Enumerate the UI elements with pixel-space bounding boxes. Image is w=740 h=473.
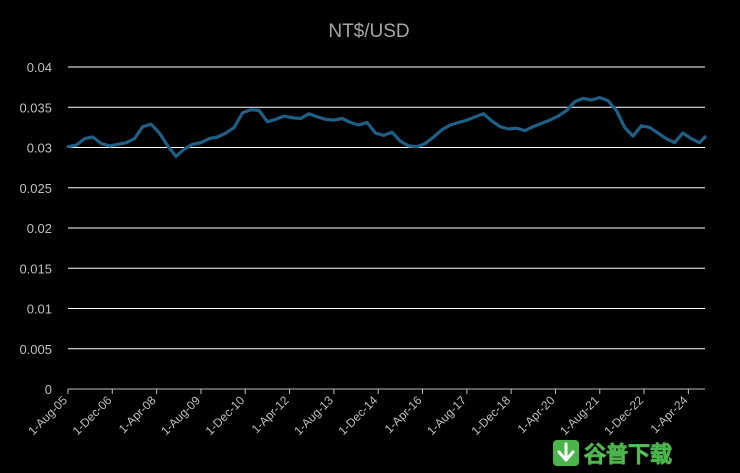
y-tick-label: 0.035 [19, 100, 52, 115]
x-tick-label: 1-Aug-21 [557, 393, 602, 438]
x-tick-label: 1-Apr-24 [648, 393, 691, 436]
y-tick-label: 0 [45, 382, 52, 397]
x-tick-label: 1-Dec-06 [70, 393, 115, 438]
x-tick-label: 1-Aug-13 [291, 393, 336, 438]
x-tick-label: 1-Apr-08 [116, 393, 159, 436]
x-tick-label: 1-Apr-16 [382, 393, 425, 436]
series-line [66, 96, 707, 158]
x-tick-label: 1-Dec-14 [336, 393, 381, 438]
y-tick-label: 0.025 [19, 181, 52, 196]
x-tick-label: 1-Dec-10 [203, 393, 248, 438]
y-tick-label: 0.005 [19, 342, 52, 357]
gridlines [68, 66, 705, 350]
watermark: 谷普下载 [553, 440, 672, 467]
y-tick-label: 0.04 [27, 60, 52, 75]
x-tick-label: 1-Aug-17 [424, 393, 469, 438]
y-axis-ticks: 0 0.005 0.01 0.015 0.02 0.025 0.03 0.035 0.04 [19, 60, 52, 397]
x-tick-label: 1-Apr-12 [249, 393, 292, 436]
chart-title: NT$/USD [328, 21, 409, 42]
y-tick-label: 0.015 [19, 261, 52, 276]
y-tick-label: 0.01 [27, 302, 52, 317]
x-axis-ticks: 1-Aug-05 1-Dec-06 1-Apr-08 1-Aug-09 1-Dec-10… [25, 389, 691, 438]
download-arrow-icon [557, 442, 575, 462]
x-tick-label: 1-Aug-09 [158, 393, 203, 438]
watermark-text: 谷普下载 [584, 442, 672, 467]
x-tick-label: 1-Apr-20 [515, 393, 558, 436]
x-tick-label: 1-Dec-18 [468, 393, 513, 438]
x-tick-label: 1-Dec-22 [601, 393, 646, 438]
x-tick-label: 1-Aug-05 [25, 393, 70, 438]
y-tick-label: 0.02 [27, 221, 52, 236]
y-tick-label: 0.03 [27, 141, 52, 156]
